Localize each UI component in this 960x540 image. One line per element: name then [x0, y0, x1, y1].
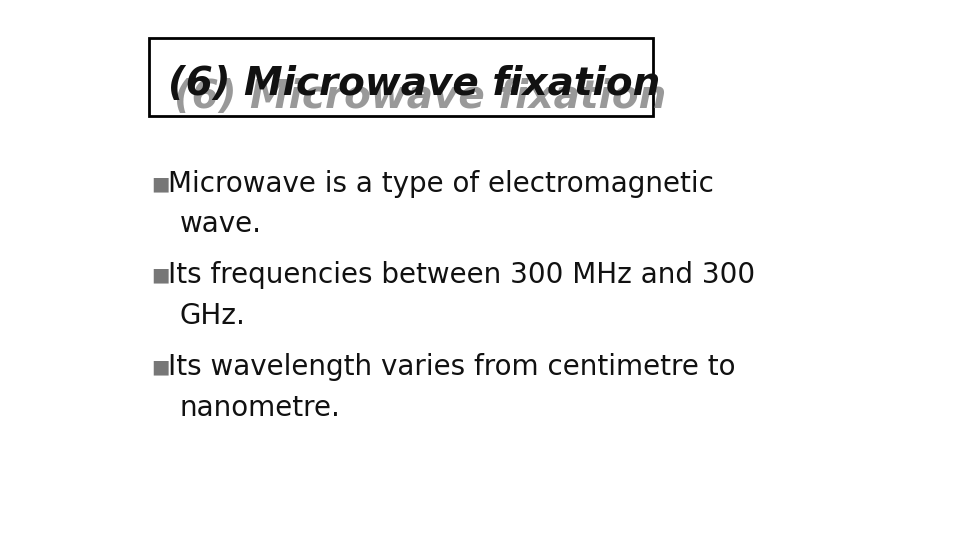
Text: GHz.: GHz.: [180, 302, 246, 330]
Text: (6) Microwave fixation: (6) Microwave fixation: [168, 65, 660, 103]
Text: wave.: wave.: [180, 210, 261, 238]
Text: Microwave is a type of electromagnetic: Microwave is a type of electromagnetic: [168, 170, 714, 198]
Text: ■: ■: [152, 174, 170, 193]
Text: (6) Microwave fixation: (6) Microwave fixation: [174, 78, 666, 116]
Text: ■: ■: [152, 266, 170, 285]
Text: Its frequencies between 300 MHz and 300: Its frequencies between 300 MHz and 300: [168, 261, 756, 289]
Text: Its wavelength varies from centimetre to: Its wavelength varies from centimetre to: [168, 353, 735, 381]
FancyBboxPatch shape: [149, 38, 653, 116]
Text: nanometre.: nanometre.: [180, 394, 341, 422]
Text: ■: ■: [152, 357, 170, 377]
